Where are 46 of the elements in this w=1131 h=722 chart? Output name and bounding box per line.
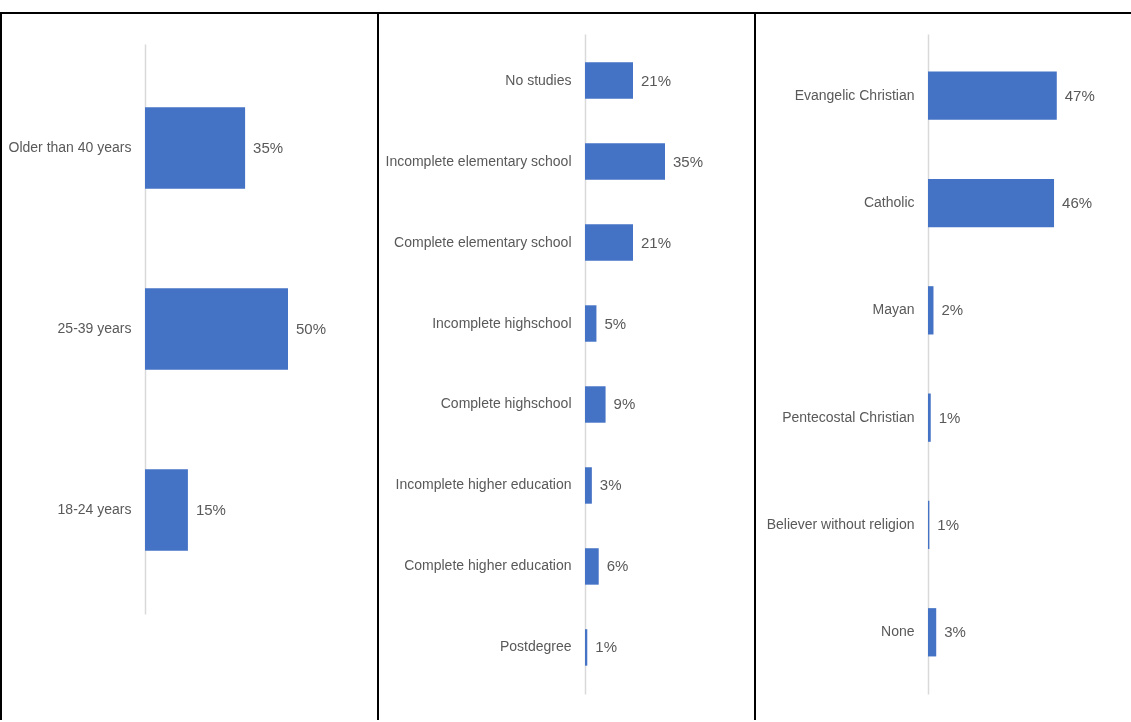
data-label: 1%	[595, 638, 617, 656]
data-label: 21%	[641, 233, 672, 251]
y-tick-label: Pentecostal Christian	[782, 408, 915, 425]
y-tick-label: Incomplete higher education	[395, 476, 572, 493]
y-tick-label: Complete highschool	[440, 395, 572, 412]
y-tick-label: Incomplete highschool	[432, 314, 572, 331]
bar	[585, 467, 592, 504]
bar	[928, 178, 1055, 228]
y-tick-label: No studies	[505, 71, 572, 88]
data-label: 1%	[938, 408, 961, 426]
data-label: 50%	[296, 320, 327, 337]
y-tick-label: Complete elementary school	[394, 233, 572, 250]
bar	[585, 224, 633, 261]
bar	[928, 608, 937, 657]
y-tick-label: None	[881, 623, 915, 640]
y-tick-label: Believer without religion	[766, 515, 915, 532]
y-tick-label: Incomplete elementary school	[385, 152, 572, 169]
data-label: 47%	[1064, 86, 1095, 104]
y-tick-label: Postdegree	[499, 638, 572, 655]
bar	[585, 62, 633, 99]
y-tick-label: Evangelic Christian	[794, 86, 915, 103]
data-label: 21%	[641, 71, 672, 89]
data-label: 1%	[937, 515, 960, 533]
data-label: 5%	[604, 314, 627, 332]
data-label: 9%	[613, 395, 636, 413]
bar	[585, 305, 597, 342]
y-tick-label: Older than 40 years	[8, 139, 132, 156]
y-tick-label: Mayan	[872, 301, 915, 318]
data-label: 15%	[195, 500, 226, 518]
data-label: 35%	[673, 152, 704, 170]
data-label: 6%	[606, 557, 629, 575]
y-tick-label: 18-24 years	[57, 500, 132, 517]
data-label: 3%	[599, 476, 622, 494]
data-label: 46%	[1062, 194, 1093, 212]
data-label: 35%	[253, 139, 284, 157]
data-label: 3%	[944, 623, 966, 641]
y-tick-label: Catholic	[863, 194, 915, 211]
y-tick-label: 25-39 years	[57, 320, 132, 336]
y-tick-label: Complete higher education	[404, 557, 572, 574]
bar	[928, 286, 934, 335]
bar	[928, 71, 1057, 120]
bar	[585, 548, 599, 585]
data-label: 2%	[941, 301, 964, 319]
bar	[928, 393, 931, 442]
bar	[585, 143, 665, 180]
bar	[585, 386, 606, 423]
